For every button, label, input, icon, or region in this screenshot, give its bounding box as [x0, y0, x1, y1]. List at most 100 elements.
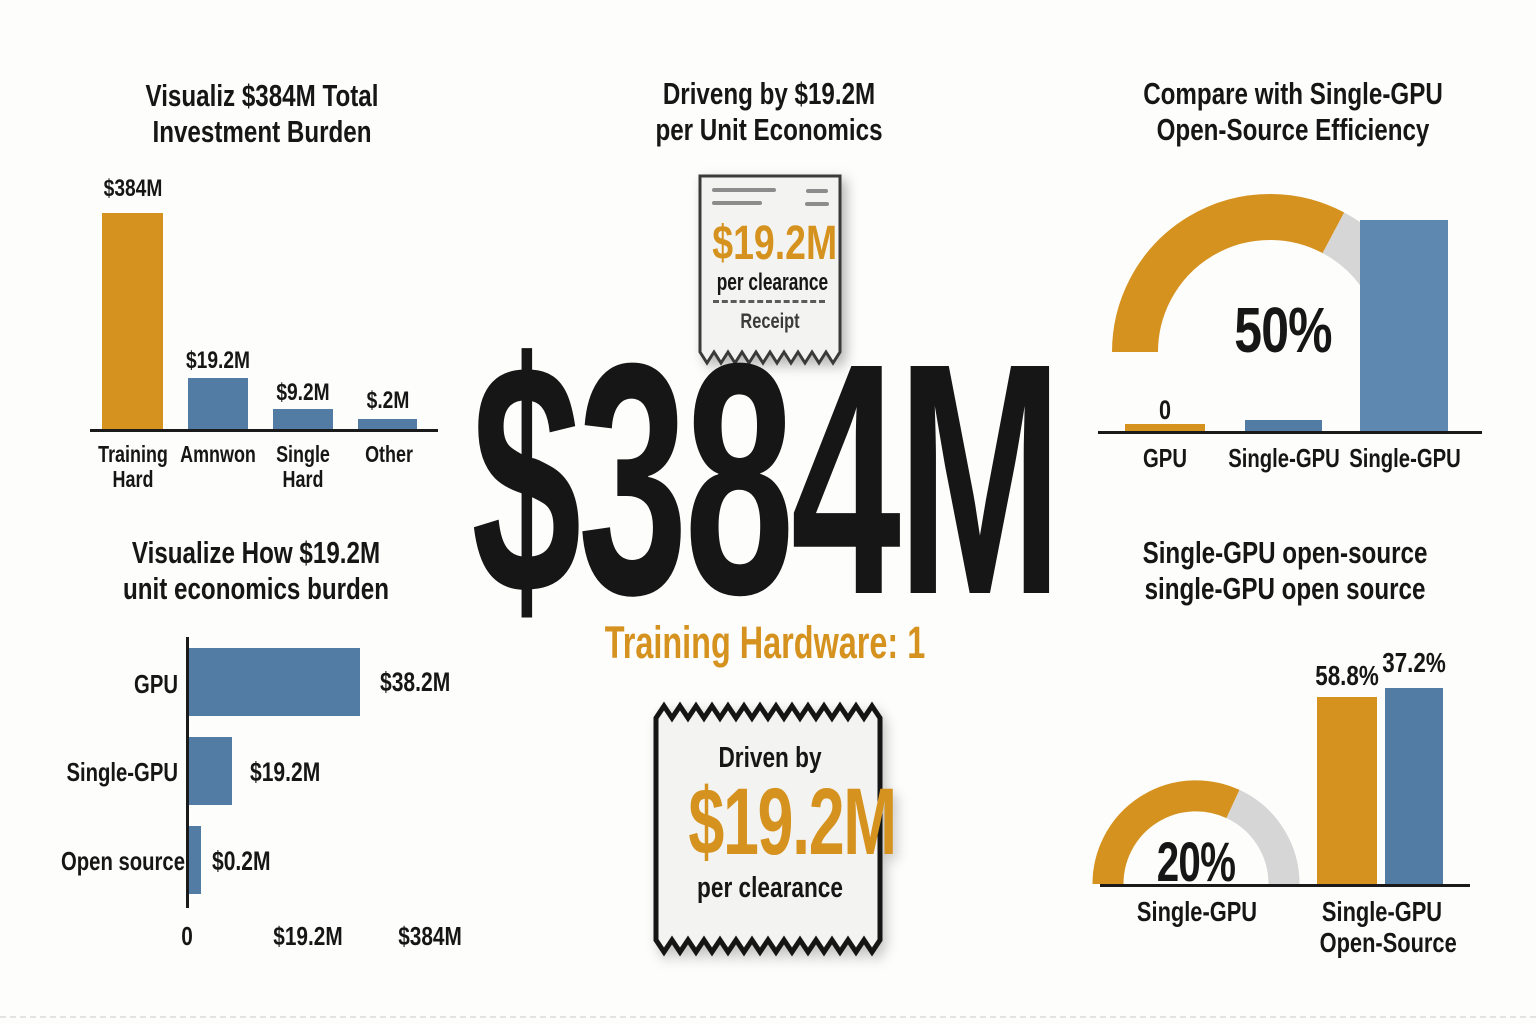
- receipt-shape: [653, 701, 883, 957]
- receipt-per-text: per clearance: [697, 872, 843, 904]
- cat-text: Open-Source: [1319, 927, 1457, 958]
- cat-line: Training: [98, 441, 168, 467]
- efficiency-title-line2: Open-Source Efficiency: [1156, 112, 1430, 147]
- tick-text: $384M: [398, 921, 462, 951]
- open-source-comparison-chart: Single-GPU open-source single-GPU open s…: [1040, 510, 1536, 990]
- row-value-text: $38.2M: [380, 667, 451, 697]
- bar2-value-label: 37.2%: [1354, 647, 1474, 678]
- receipt-footer-text: Receipt: [740, 310, 800, 333]
- opensource-title-line2: single-GPU open source: [1144, 571, 1426, 606]
- efficiency-chart-title: Compare with Single-GPU Open-Source Effi…: [1093, 76, 1493, 148]
- row-value-open-source: $0.2M: [212, 847, 352, 876]
- value-19-2m: $19.2M: [185, 347, 251, 374]
- row-label-single-gpu: Single-GPU: [28, 758, 178, 786]
- receipt-text-line: [712, 188, 776, 192]
- y-axis-line: [186, 637, 189, 908]
- row-value-text: $0.2M: [212, 846, 271, 876]
- receipt-intro: Driven by: [650, 742, 890, 774]
- x-axis-line: [1100, 884, 1470, 887]
- unit-title-line2: unit economics burden: [122, 571, 390, 606]
- receipt-outline: [698, 174, 842, 366]
- x-axis-line: [1098, 431, 1482, 434]
- bar-single-gpu-tall: [1360, 220, 1448, 431]
- bottom-artifact-line: [0, 1016, 1536, 1018]
- bar-orange-58-8: [1317, 697, 1377, 884]
- unit-economics-receipt-section: Driveng by $19.2M per Unit Economics $19…: [500, 0, 1040, 380]
- opensource-title-line1: Single-GPU open-source: [1142, 535, 1428, 570]
- bar1-value-label: 58.8%: [1287, 660, 1407, 691]
- receipt-amount-text: $19.2M: [688, 769, 897, 875]
- gauge-value-text: 20%: [1156, 830, 1236, 893]
- cat-text: GPU: [1143, 443, 1187, 473]
- receipt-outline: [653, 701, 883, 957]
- cat-label-other: Other: [329, 442, 449, 467]
- cat-line: Other: [365, 441, 413, 467]
- receipt-amount-text: $19.2M: [712, 217, 838, 270]
- receipt-card-bottom: Driven by $19.2M per clearance: [650, 700, 897, 958]
- value-9-2m: $9.2M: [276, 379, 330, 406]
- bar-value-label: $.2M: [328, 388, 448, 414]
- cat-label-amnwon: Amnwon: [158, 442, 278, 467]
- row-value-single-gpu: $19.2M: [250, 758, 390, 787]
- bar-training-hard: [102, 213, 163, 429]
- x-axis-line: [90, 429, 438, 432]
- row-label-text: Open source: [61, 846, 185, 876]
- bar-single-gpu-small: [1245, 420, 1322, 431]
- opensource-gauge: [1092, 780, 1300, 885]
- gauge-arc-filled: [1092, 780, 1240, 885]
- bar-value-label: $384M: [73, 176, 193, 202]
- headline-amount-text: $384M: [471, 294, 1062, 663]
- gauge-arc-rest: [1225, 789, 1300, 885]
- receipt-card-top: $19.2M per clearance Receipt: [696, 172, 844, 368]
- headline-subtitle-text: Training Hardware: 1: [604, 617, 926, 668]
- bar-single-hard: [273, 409, 333, 429]
- x-tick-19-2m: $19.2M: [238, 922, 378, 950]
- row-value-text: $19.2M: [250, 757, 321, 787]
- row-label-open-source: Open source: [28, 846, 185, 876]
- tick-text: $19.2M: [273, 921, 343, 951]
- x-tick-384m: $384M: [360, 922, 500, 950]
- investment-chart-title-line1: Visualiz $384M Total: [145, 78, 379, 113]
- bar-open-source-row: [189, 826, 201, 894]
- unit-title-line1: Visualize How $19.2M: [131, 535, 381, 570]
- cat-label-single-gpu: Single-GPU: [1117, 896, 1277, 927]
- receipt-per-label: per clearance: [696, 270, 844, 296]
- gauge-value-text: 50%: [1234, 294, 1332, 366]
- receipt-text-line: [805, 202, 829, 206]
- bar-gpu-row: [189, 648, 360, 716]
- bar-blue-37-2: [1385, 688, 1443, 884]
- row-label-text: Single-GPU: [66, 757, 178, 787]
- cat-label-gpu: GPU: [1105, 444, 1225, 472]
- row-value-gpu: $38.2M: [380, 668, 520, 697]
- opensource-chart-title: Single-GPU open-source single-GPU open s…: [1085, 535, 1485, 607]
- receipt-amount: $19.2M: [696, 218, 844, 270]
- cat-label-training-hard: Training Hard: [73, 442, 193, 492]
- bar-value-label: $9.2M: [243, 380, 363, 406]
- gauge-value-label: 20%: [1136, 833, 1256, 891]
- receipt-intro-text: Driven by: [718, 742, 822, 774]
- zero-text: 0: [1158, 395, 1172, 425]
- cat-text: Single-GPU: [1349, 443, 1461, 473]
- receipt-per-text: per clearance: [716, 269, 829, 296]
- investment-chart-title-line2: Investment Burden: [152, 114, 372, 149]
- investment-chart-title: Visualiz $384M Total Investment Burden: [42, 78, 482, 150]
- gauge-value-label: 50%: [1183, 296, 1383, 364]
- bar-other: [358, 419, 417, 429]
- cat-label-single-gpu-1: Single-GPU: [1204, 444, 1364, 472]
- cat-label-single-hard: Single Hard: [243, 442, 363, 492]
- cat-label-single-gpu-open-source: Single-GPU Open-Source: [1302, 896, 1462, 958]
- value-384m: $384M: [103, 175, 163, 202]
- gauge-arc-filled: [1112, 193, 1345, 353]
- bar-value-label: $19.2M: [158, 348, 278, 374]
- cat-line: Single: [276, 441, 330, 467]
- receipt-top-title-line1: Driveng by $19.2M: [662, 76, 876, 111]
- cat-text: Single-GPU: [1228, 443, 1340, 473]
- x-tick-0: 0: [147, 922, 227, 950]
- receipt-footer: Receipt: [696, 310, 844, 334]
- value-0-2m: $.2M: [366, 387, 410, 414]
- cat-line: Hard: [282, 466, 324, 492]
- headline-subtitle: Training Hardware: 1: [515, 618, 1015, 668]
- cat-text: Single-GPU: [1321, 896, 1443, 927]
- bar-value-text: 58.8%: [1315, 660, 1379, 691]
